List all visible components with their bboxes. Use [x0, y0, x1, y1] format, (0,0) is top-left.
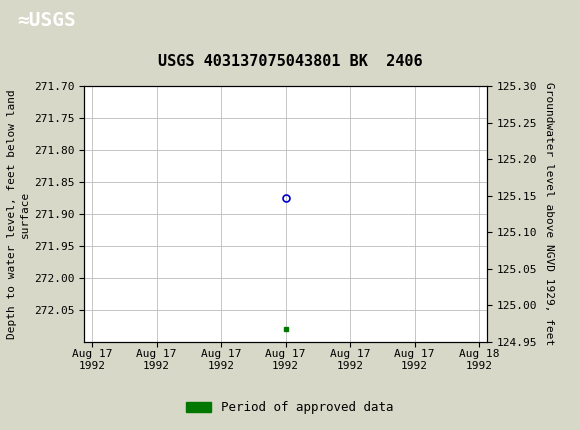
Text: USGS 403137075043801 BK  2406: USGS 403137075043801 BK 2406 [158, 54, 422, 69]
Y-axis label: Groundwater level above NGVD 1929, feet: Groundwater level above NGVD 1929, feet [545, 82, 554, 346]
Text: ≈USGS: ≈USGS [17, 10, 76, 30]
Y-axis label: Depth to water level, feet below land
surface: Depth to water level, feet below land su… [6, 89, 30, 339]
Legend: Period of approved data: Period of approved data [181, 396, 399, 419]
